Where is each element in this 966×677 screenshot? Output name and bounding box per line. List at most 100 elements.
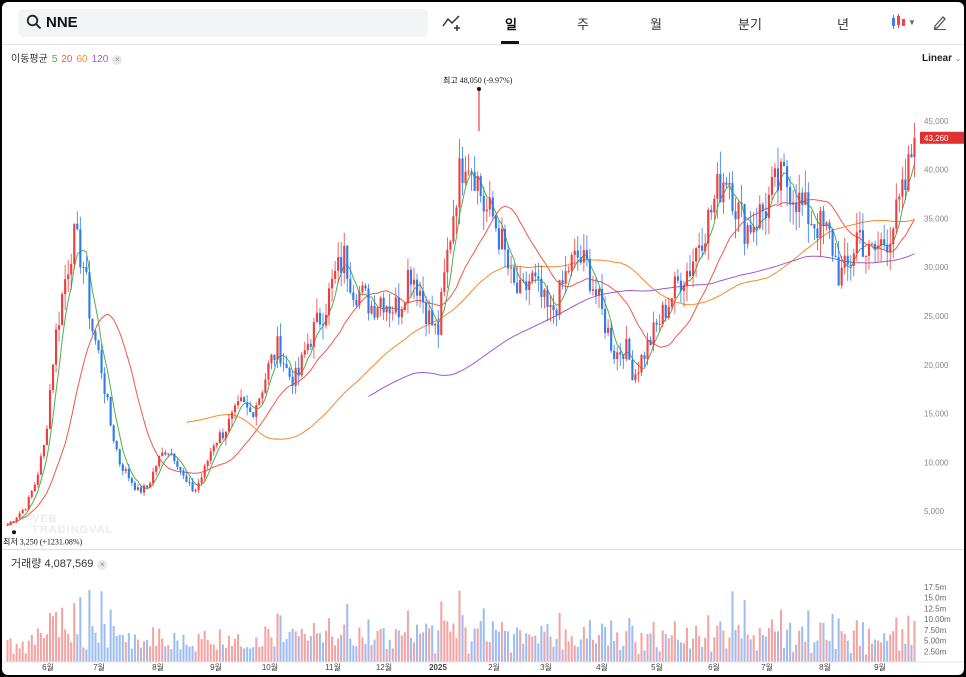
volume-bar bbox=[416, 624, 419, 662]
volume-value: 4,087,569 bbox=[44, 558, 94, 570]
candle-body bbox=[819, 210, 822, 239]
volume-bar bbox=[79, 597, 82, 662]
price-axis-tick: 10,000 bbox=[924, 458, 949, 467]
candle-body bbox=[18, 513, 21, 518]
volume-bar bbox=[170, 649, 173, 662]
chevron-down-icon[interactable]: ▼ bbox=[908, 18, 916, 27]
volume-bar bbox=[437, 630, 440, 662]
volume-axis-tick: 12.5m bbox=[924, 604, 947, 613]
candle-body bbox=[822, 210, 825, 227]
candle-body bbox=[764, 211, 767, 219]
candle-body bbox=[30, 491, 33, 497]
candle-body bbox=[792, 202, 795, 205]
volume-bar bbox=[682, 643, 685, 662]
low-label: 최저 3,250 (+1231.08%) bbox=[3, 536, 83, 546]
tab-yearly[interactable]: 년 bbox=[837, 17, 849, 32]
candle-body bbox=[607, 327, 610, 333]
candle-body bbox=[258, 398, 261, 406]
volume-bar bbox=[103, 623, 106, 662]
candle-body bbox=[837, 256, 840, 286]
compare-add-icon[interactable] bbox=[442, 13, 464, 36]
volume-bar bbox=[309, 636, 312, 662]
candle-body bbox=[698, 245, 701, 249]
volume-bar bbox=[361, 637, 364, 662]
volume-bar bbox=[792, 651, 795, 662]
ticker-symbol[interactable]: NNE bbox=[46, 14, 78, 31]
candle-body bbox=[249, 407, 252, 413]
volume-bar bbox=[285, 638, 288, 662]
candle-body bbox=[379, 297, 382, 308]
pen-icon[interactable] bbox=[933, 14, 947, 35]
candle-body bbox=[470, 171, 473, 173]
volume-bar bbox=[318, 633, 321, 662]
volume-bar bbox=[315, 633, 318, 662]
volume-bar bbox=[701, 646, 704, 662]
tab-daily[interactable]: 일 bbox=[505, 17, 517, 32]
close-icon[interactable]: × bbox=[112, 55, 123, 65]
current-price-tag bbox=[920, 131, 964, 144]
candle-body bbox=[306, 343, 309, 351]
volume-bar bbox=[503, 630, 506, 662]
tab-monthly[interactable]: 월 bbox=[650, 17, 662, 32]
volume-bar bbox=[598, 635, 601, 662]
ma-20-label: 20 bbox=[61, 54, 73, 65]
candle-body bbox=[534, 272, 537, 277]
volume-bar bbox=[673, 621, 676, 662]
volume-bar bbox=[604, 626, 607, 662]
volume-bar bbox=[534, 635, 537, 662]
candle-body bbox=[488, 197, 491, 210]
candle-body bbox=[403, 303, 406, 310]
volume-bar bbox=[33, 644, 36, 662]
moving-average-legend[interactable]: 이동평균 5 20 60 120 × bbox=[11, 50, 126, 65]
time-axis-tick: 9월 bbox=[210, 662, 222, 672]
candle-body bbox=[716, 173, 719, 199]
volume-bar bbox=[55, 612, 58, 662]
candle-body bbox=[779, 161, 783, 191]
volume-bar bbox=[519, 630, 522, 662]
candle-body bbox=[434, 323, 437, 326]
candle-body bbox=[843, 255, 846, 268]
candle-body bbox=[570, 254, 573, 271]
close-icon[interactable]: × bbox=[97, 560, 108, 570]
scale-label: Linear bbox=[922, 53, 953, 64]
price-scale-toggle[interactable]: Linear ⌄ bbox=[922, 53, 962, 64]
volume-bar bbox=[664, 634, 667, 662]
tab-weekly[interactable]: 주 bbox=[577, 17, 589, 32]
volume-bar bbox=[513, 634, 516, 662]
volume-bar bbox=[246, 647, 249, 662]
volume-bar bbox=[261, 646, 264, 662]
candle-body bbox=[209, 451, 212, 461]
candle-body bbox=[585, 250, 588, 260]
candlestick-icon[interactable] bbox=[890, 14, 906, 35]
candle-body bbox=[406, 269, 409, 304]
candle-body bbox=[331, 278, 334, 289]
time-axis-tick: 10월 bbox=[262, 662, 278, 672]
candle-body bbox=[233, 405, 237, 413]
volume-bar bbox=[522, 643, 525, 662]
time-axis-tick: 8월 bbox=[819, 662, 831, 672]
pane-divider[interactable] bbox=[2, 549, 964, 550]
candle-body bbox=[243, 397, 246, 403]
candle-body bbox=[327, 288, 331, 315]
candle-body bbox=[318, 312, 322, 325]
volume-bar bbox=[798, 630, 801, 662]
tab-quarterly[interactable]: 분기 bbox=[738, 17, 762, 32]
volume-bar bbox=[764, 636, 767, 662]
volume-bar bbox=[564, 629, 567, 662]
volume-bar bbox=[164, 646, 167, 662]
volume-bar bbox=[625, 631, 628, 662]
candle-body bbox=[786, 166, 789, 187]
volume-bar bbox=[264, 626, 267, 662]
candle-body bbox=[70, 263, 73, 275]
volume-bar bbox=[804, 641, 807, 662]
candle-body bbox=[91, 318, 94, 332]
volume-bar bbox=[279, 615, 282, 662]
candle-body bbox=[188, 481, 191, 483]
volume-bar bbox=[752, 635, 755, 662]
volume-bar bbox=[767, 628, 770, 662]
candle-body bbox=[206, 460, 209, 466]
symbol-search-box[interactable]: NNE bbox=[18, 9, 428, 37]
watermark-line-1: VEB bbox=[32, 513, 58, 525]
candle-body bbox=[94, 331, 97, 341]
